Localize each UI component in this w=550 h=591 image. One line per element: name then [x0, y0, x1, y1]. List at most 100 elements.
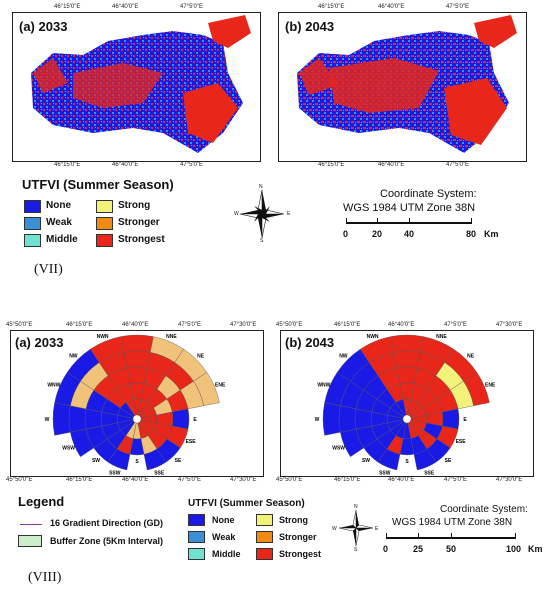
tick-bot-a2: 46°40'0"E: [122, 477, 149, 483]
scale-tick-80: [471, 218, 472, 224]
rose-cell-w-3: [68, 405, 87, 433]
tick-top-a4: 47°30'0"E: [230, 322, 257, 328]
tick-top-b1: 46°15'0"E: [334, 322, 361, 328]
scale-viii-unit: Km: [528, 544, 543, 554]
scale-label-20: 20: [372, 229, 383, 239]
map-panel-2043-vii: (b) 2043: [278, 12, 527, 162]
direction-label-s: S: [405, 459, 409, 465]
swatch-stronger-viii: [256, 531, 273, 543]
swatch-middle-viii: [188, 548, 205, 560]
swatch-middle: [24, 234, 41, 247]
label-stronger-viii: Stronger: [279, 532, 317, 542]
direction-label-sse: SSE: [424, 471, 435, 476]
coord-line1-viii: Coordinate System:: [440, 504, 528, 515]
direction-label-n: N: [135, 331, 139, 333]
label-middle: Middle: [46, 234, 78, 245]
direction-label-ne: NE: [467, 353, 475, 359]
direction-label-w: W: [315, 417, 320, 423]
tick-bot-b0: 45°50'0"E: [276, 477, 303, 483]
rose-cell-ene-4: [193, 372, 220, 406]
tick-lon-1: 46°15'0"E: [54, 4, 81, 10]
tick-bot-b4: 47°30'0"E: [496, 477, 523, 483]
rose-cell-nwn-4: [360, 336, 394, 363]
direction-label-wsw: WSW: [62, 445, 75, 451]
swatch-weak-viii: [188, 531, 205, 543]
label-weak: Weak: [46, 217, 72, 228]
label-middle-viii: Middle: [212, 549, 241, 559]
gd-line-swatch: [20, 524, 42, 525]
direction-label-se: SE: [175, 458, 182, 464]
rose-cell-n-2: [396, 366, 418, 384]
direction-label-s: S: [135, 459, 139, 465]
swatch-stronger: [96, 217, 113, 230]
compass-s-viii: S: [354, 547, 358, 553]
direction-label-nne: NNE: [166, 334, 177, 340]
swatch-strongest: [96, 234, 113, 247]
panel-title-2043-vii: (b) 2043: [285, 19, 335, 34]
compass-w-viii: W: [332, 526, 337, 532]
direction-label-nne: NNE: [436, 334, 447, 340]
scale-viii-label-100: 100: [506, 544, 522, 554]
section-label-viii: (VIII): [28, 570, 62, 585]
tick-lon-2-bottom: 46°40'0"E: [112, 162, 139, 168]
direction-label-ne: NE: [197, 353, 205, 359]
rose-cell-w-2: [84, 408, 102, 430]
direction-label-wnw: WNW: [317, 383, 330, 389]
direction-label-sw: SW: [92, 458, 100, 464]
direction-label-ese: ESE: [456, 439, 467, 445]
rose-cell-ene-4: [463, 372, 490, 406]
rose-cell-w-4: [52, 402, 71, 436]
label-stronger: Stronger: [118, 217, 160, 228]
scale-tick-viii-50: [451, 533, 452, 539]
map-panel-2033-viii: N NNE NE ENE E ESE SE SSE S SSW SW WSW W WNW NW NWN (a)…: [10, 330, 264, 477]
compass-n-viii: N: [354, 504, 358, 510]
label-strong: Strong: [118, 200, 151, 211]
scale-viii-label-25: 25: [413, 544, 424, 554]
coord-line1-vii: Coordinate System:: [380, 188, 477, 200]
direction-label-se: SE: [445, 458, 452, 464]
tick-bot-a4: 47°30'0"E: [230, 477, 257, 483]
rose-cell-n-3: [123, 350, 151, 369]
direction-label-wnw: WNW: [47, 383, 60, 389]
utfvi-map-2043: [297, 15, 517, 153]
tick-lon-b2: 46°40'0"E: [378, 4, 405, 10]
direction-label-nwn: NWN: [97, 334, 109, 340]
direction-label-ssw: SSW: [109, 471, 121, 476]
map-panel-2033-vii: (a) 2033: [12, 12, 261, 162]
direction-label-nw: NW: [69, 353, 78, 359]
panel-title-2043-viii: (b) 2043: [285, 335, 335, 350]
compass-e: E: [287, 211, 291, 217]
gradient-rose-2043: N NNE NE ENE E ESE SE SSE S SSW SW WSW W WNW NW NWN: [315, 331, 496, 476]
swatch-weak: [24, 217, 41, 230]
tick-top-a2: 46°40'0"E: [122, 322, 149, 328]
tick-bot-b2: 46°40'0"E: [388, 477, 415, 483]
tick-bot-a1: 46°15'0"E: [66, 477, 93, 483]
gradient-rose-2033: N NNE NE ENE E ESE SE SSE S SSW SW WSW W WNW NW NWN: [45, 331, 226, 476]
scale-viii-label-0: 0: [383, 544, 389, 554]
scale-tick-viii-100: [515, 533, 516, 539]
north-arrow-icon-viii: [338, 509, 374, 547]
rose-cell-w-2: [354, 408, 372, 430]
direction-label-ene: ENE: [215, 383, 226, 389]
direction-label-nwn: NWN: [367, 334, 379, 340]
label-strong-viii: Strong: [279, 515, 308, 525]
north-arrow-icon: [239, 189, 285, 239]
rose-cell-sse-2: [143, 448, 167, 471]
tick-top-b4: 47°30'0"E: [496, 322, 523, 328]
swatch-none: [24, 200, 41, 213]
compass-s: S: [260, 238, 264, 244]
tick-lon-b1: 46°15'0"E: [318, 4, 345, 10]
rose-cell-n-3: [393, 350, 421, 369]
direction-label-w: W: [45, 417, 50, 423]
utfvi-title-viii: UTFVI (Summer Season): [188, 498, 305, 509]
scale-label-80: 80: [466, 229, 477, 239]
label-weak-viii: Weak: [212, 532, 236, 542]
direction-label-wsw: WSW: [332, 445, 345, 451]
tick-top-a0: 45°50'0"E: [6, 322, 33, 328]
scale-tick-0: [346, 218, 347, 224]
direction-label-e: E: [463, 417, 467, 423]
tick-lon-3: 47°5'0"E: [180, 4, 204, 10]
swatch-strongest-viii: [256, 548, 273, 560]
direction-label-n: N: [405, 331, 409, 333]
rose-cell-n-2: [126, 366, 148, 384]
